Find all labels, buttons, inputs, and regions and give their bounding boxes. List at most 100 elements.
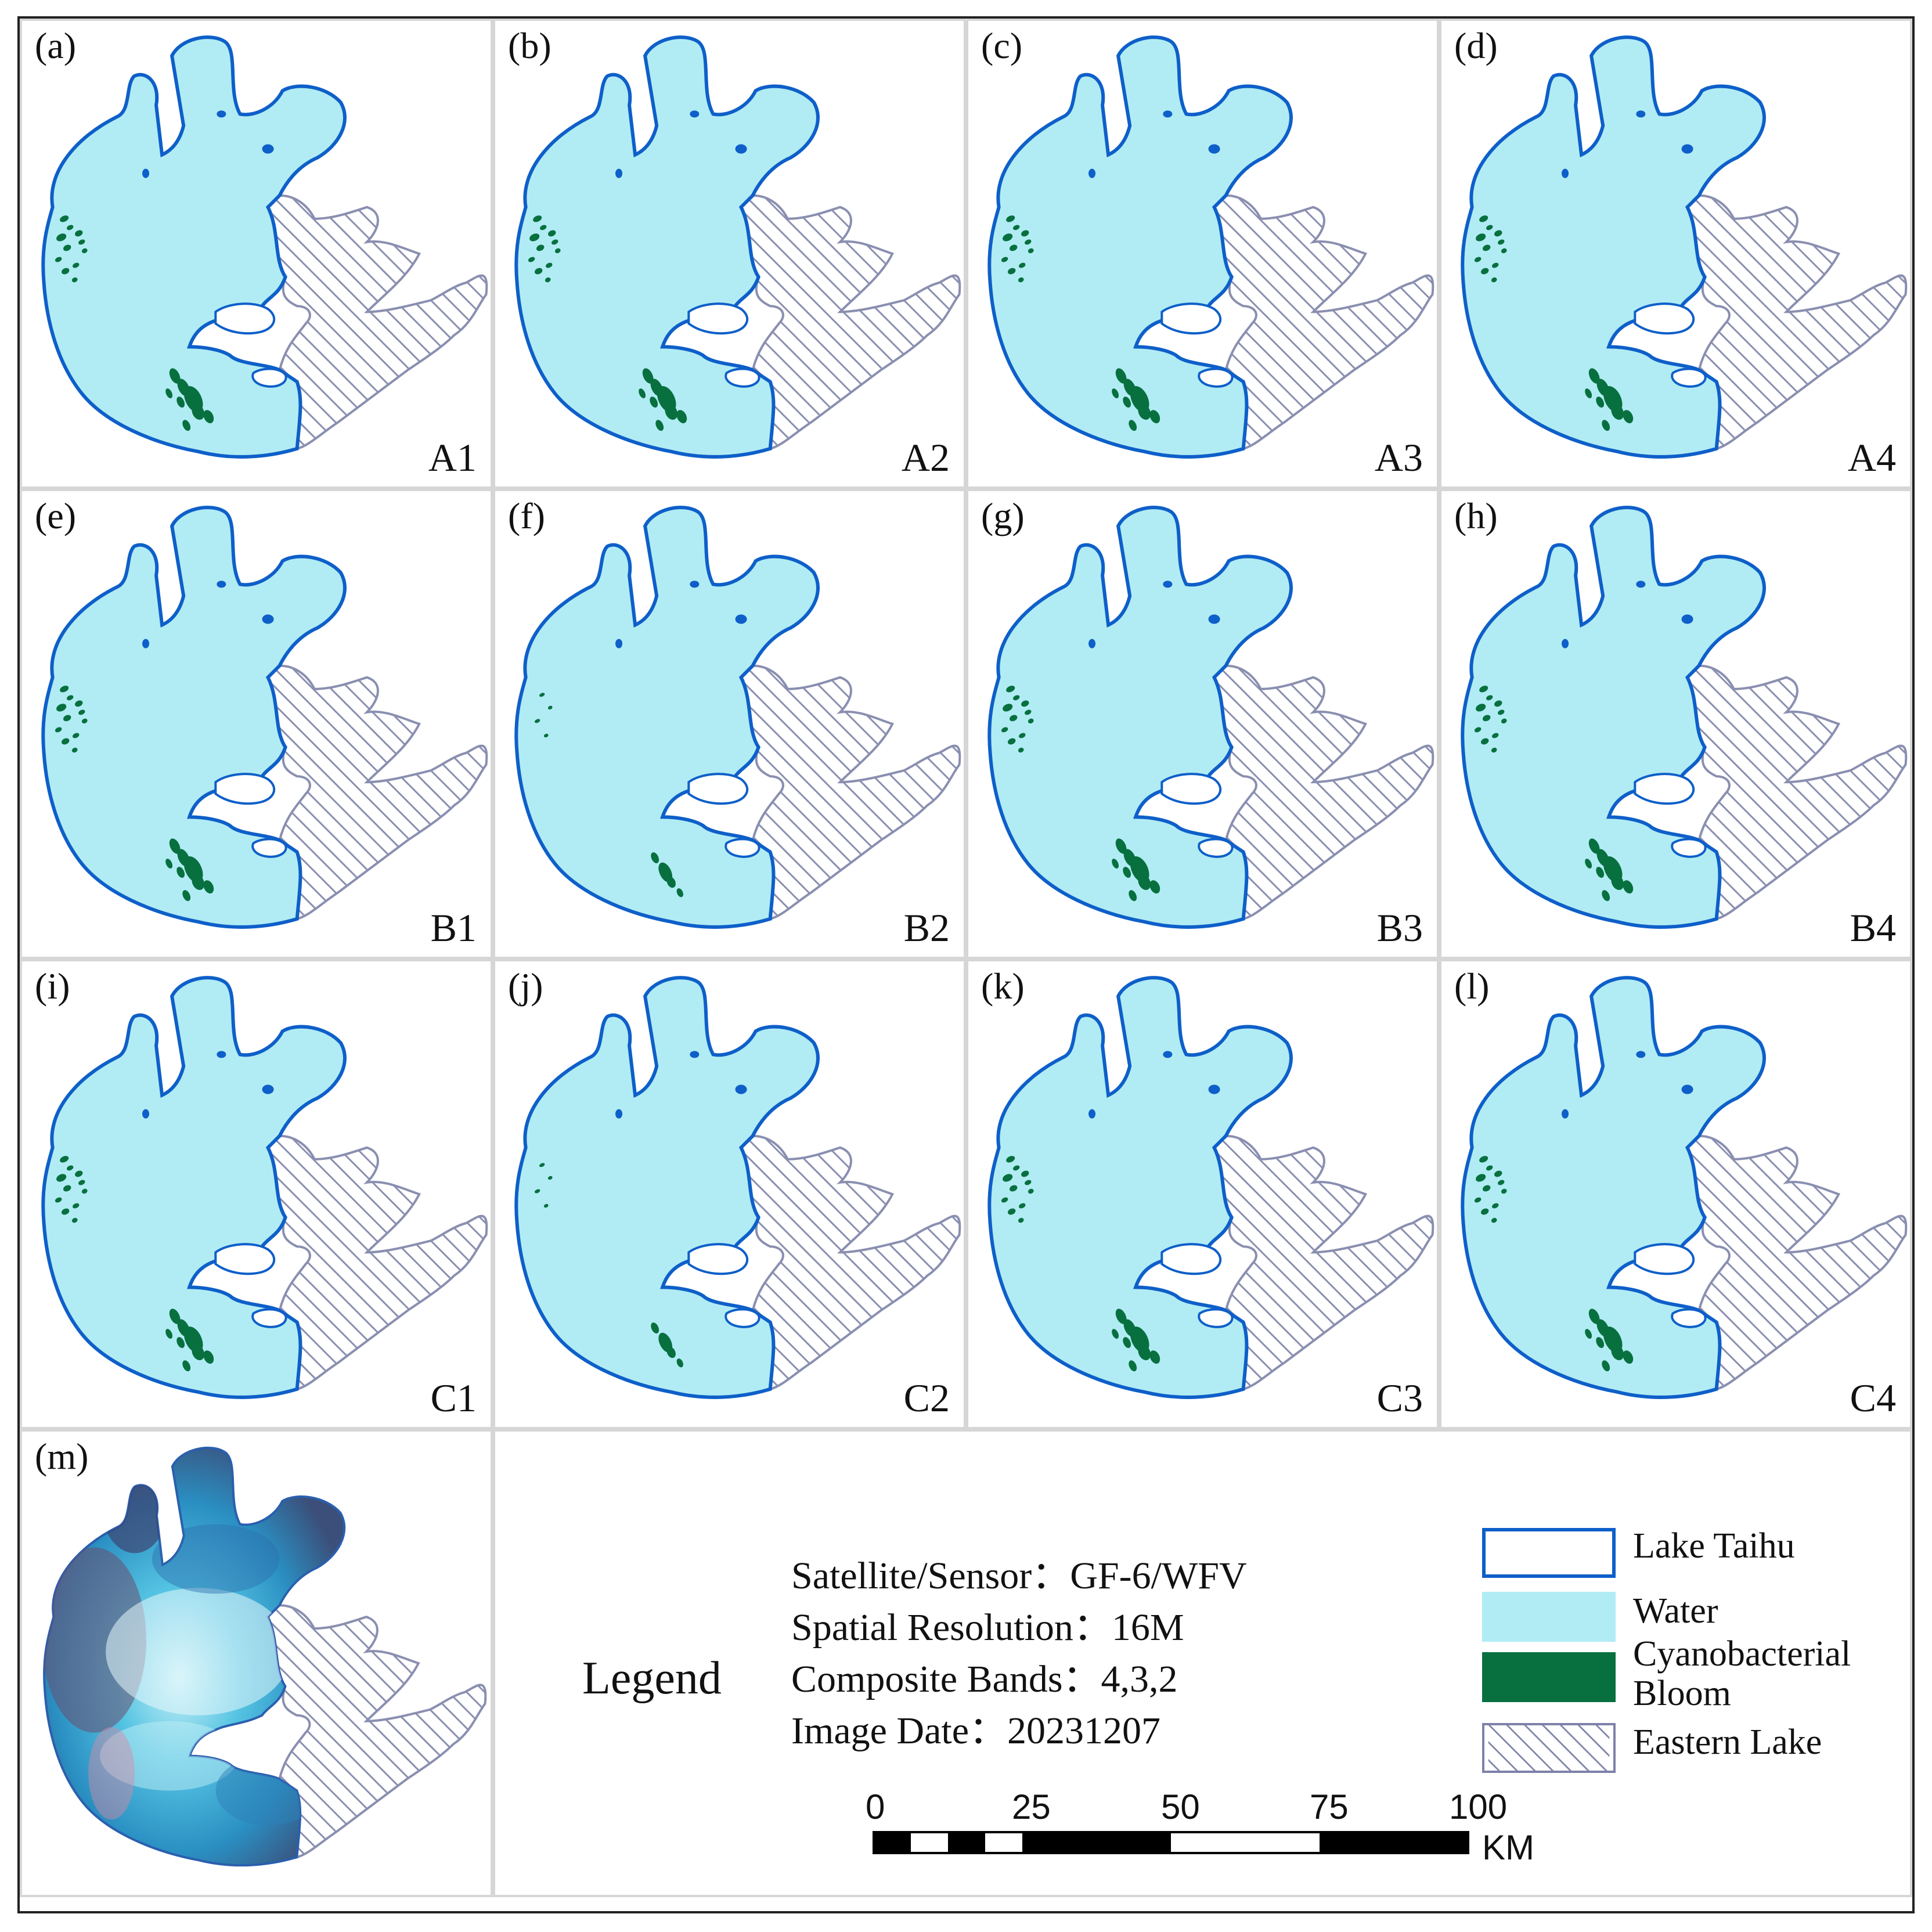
bloom-patch [66,695,74,701]
bloom-patch [56,704,67,712]
eastern-lake-area [266,1134,488,1391]
panel-code: A4 [1847,435,1896,480]
eastern-lake-area [740,194,961,450]
bloom-patch [176,397,185,408]
bloom-patch [552,239,558,245]
bloom-patch [81,718,88,724]
bloom-patch [1482,1185,1491,1192]
panel-code: B2 [903,906,950,950]
island-1 [1671,1308,1707,1328]
bloom-patch [1474,1197,1482,1203]
bloom-patch [1486,225,1493,230]
bloom-patch [534,268,543,275]
bloom-patch [1006,686,1015,693]
bloom-patch [182,420,191,431]
islet-0 [1088,168,1096,178]
bloom-patch [1115,838,1127,854]
bloom-patch [1112,1329,1119,1339]
spatial-resolution-text: Spatial Resolution：16M [791,1606,1184,1649]
bloom-patch [1479,1156,1488,1163]
lake-map [514,976,961,1399]
bloom-patch [1115,1309,1127,1324]
map-panel-b3: (g) B3 [966,489,1439,959]
islet-2 [1681,144,1693,154]
bloom-patch [533,215,542,222]
islet-1 [217,1051,226,1058]
islet-2 [1681,614,1693,624]
bloom-patch [203,880,214,894]
bloom-patch [169,838,181,854]
bloom-patch [1588,368,1600,384]
lake-water-area [987,35,1293,459]
bloom-patch [1611,874,1624,891]
bloom-patch [1480,738,1489,745]
bloom-patch [1149,410,1160,424]
bloom-patch [1498,1180,1505,1185]
island-0 [214,302,276,335]
bloom-patch [1611,1345,1624,1361]
lake-water-area [514,506,820,929]
bloom-patch [1623,880,1634,894]
lake-map [987,506,1434,929]
bloom-patch [192,874,205,891]
lake-map [514,506,961,929]
bloom-patch [56,1174,67,1182]
island-0 [687,1243,749,1275]
lake-water-area [1461,976,1766,1399]
panel-code: C3 [1376,1376,1423,1420]
bloom-patch [1003,233,1013,242]
islet-0 [1088,639,1096,648]
island-0 [1634,1243,1695,1275]
map-panel-b2: (f) B2 [493,489,966,959]
composite-image [43,1447,487,1867]
bloom-patch [548,230,556,237]
scale-tick-100: 100 [1449,1787,1508,1826]
bloom-patch [1585,388,1592,399]
bloom-patch [1028,718,1034,724]
lake-taihu-label: Lake Taihu [1633,1526,1795,1566]
figure-frame: (a) A1 (b) A2 (c) A3 (d) A4 (e) B1 (f) B2 (g) B3 (h) B4… [17,16,1915,1913]
bloom-patch [1009,715,1018,722]
bloom-patch [547,705,553,710]
islet-1 [217,110,226,118]
map-panel-b1: (e) B1 [20,489,493,959]
bloom-patch [1480,268,1489,275]
islet-1 [1163,581,1173,588]
panel-label: (e) [35,495,77,536]
bloom-patch [55,1197,62,1203]
bloom-patch [1129,890,1137,902]
bloom-patch [1494,1170,1502,1177]
eastern-lake-area [1686,194,1908,450]
island-1 [1198,1308,1234,1328]
bloom-patch [1025,1180,1032,1185]
lake-map [1461,35,1908,459]
water-swatch [1482,1592,1616,1642]
islet-0 [1562,1109,1569,1119]
panel-label: (f) [508,495,545,536]
bloom-patch [1623,1350,1634,1364]
bloom-patch [75,1170,83,1177]
panel-label: (a) [35,25,77,66]
bloom-patch [75,700,83,707]
bloom-patch [1012,695,1020,701]
bloom-patch [666,877,676,888]
bloom-patch [81,1188,88,1194]
bloom-patch [1491,277,1497,283]
bloom-patch [1028,1188,1034,1194]
panel-label: (b) [508,25,552,66]
bloom-patch [1149,1350,1160,1364]
bloom-patch [1501,248,1507,254]
bloom-patch [55,257,62,262]
bloom-patch [192,404,205,420]
islet-0 [1088,1109,1096,1119]
bloom-patch [528,257,535,262]
lake-water-area [987,506,1293,929]
map-panel-a3: (c) A3 [966,19,1439,489]
panel-code: C1 [430,1376,477,1420]
panel-label: (h) [1454,495,1498,536]
bloom-patch [1012,225,1020,230]
bloom-patch [169,368,181,384]
lake-water-area [514,35,820,459]
bloom-patch [1123,1337,1131,1349]
lake-map [41,506,488,929]
